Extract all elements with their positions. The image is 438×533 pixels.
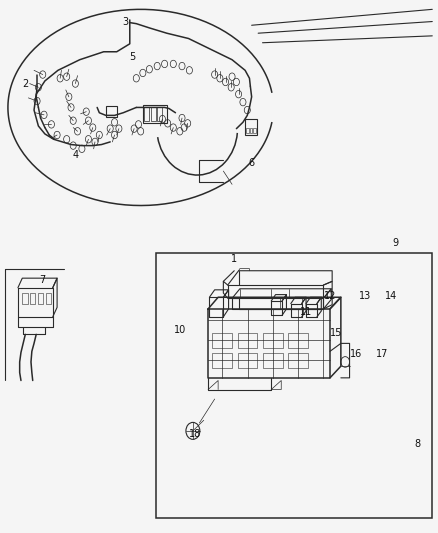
Bar (247, 127, 249, 133)
Text: 5: 5 (129, 52, 135, 62)
Bar (157, 108, 162, 120)
Text: 13: 13 (359, 290, 371, 301)
Bar (151, 108, 156, 120)
Text: 16: 16 (350, 349, 362, 359)
Text: 1: 1 (231, 254, 237, 263)
Bar (212, 353, 232, 368)
Bar (250, 127, 252, 133)
Text: 8: 8 (414, 439, 420, 449)
Text: 4: 4 (72, 150, 78, 160)
Text: 18: 18 (189, 429, 201, 439)
Text: 14: 14 (385, 290, 397, 301)
Text: 12: 12 (324, 290, 336, 301)
Bar (263, 353, 283, 368)
Bar (30, 293, 35, 304)
Bar (288, 353, 308, 368)
Bar (253, 127, 255, 133)
Bar (263, 333, 283, 348)
Text: 9: 9 (392, 238, 398, 248)
Bar (156, 253, 432, 519)
Bar (143, 105, 167, 123)
Text: 10: 10 (174, 325, 186, 335)
Bar (106, 107, 117, 117)
Bar (46, 293, 51, 304)
Bar (144, 108, 149, 120)
Bar (22, 293, 28, 304)
Bar (238, 353, 257, 368)
Text: 17: 17 (376, 349, 389, 359)
Text: 3: 3 (122, 17, 128, 27)
Text: 6: 6 (249, 158, 255, 168)
Text: 11: 11 (300, 306, 312, 317)
Bar (288, 333, 308, 348)
Bar (38, 293, 43, 304)
Bar (245, 119, 257, 135)
Bar (238, 333, 257, 348)
Text: 7: 7 (39, 274, 46, 285)
Bar (212, 333, 232, 348)
Text: 15: 15 (330, 328, 343, 338)
Text: 2: 2 (22, 78, 28, 88)
